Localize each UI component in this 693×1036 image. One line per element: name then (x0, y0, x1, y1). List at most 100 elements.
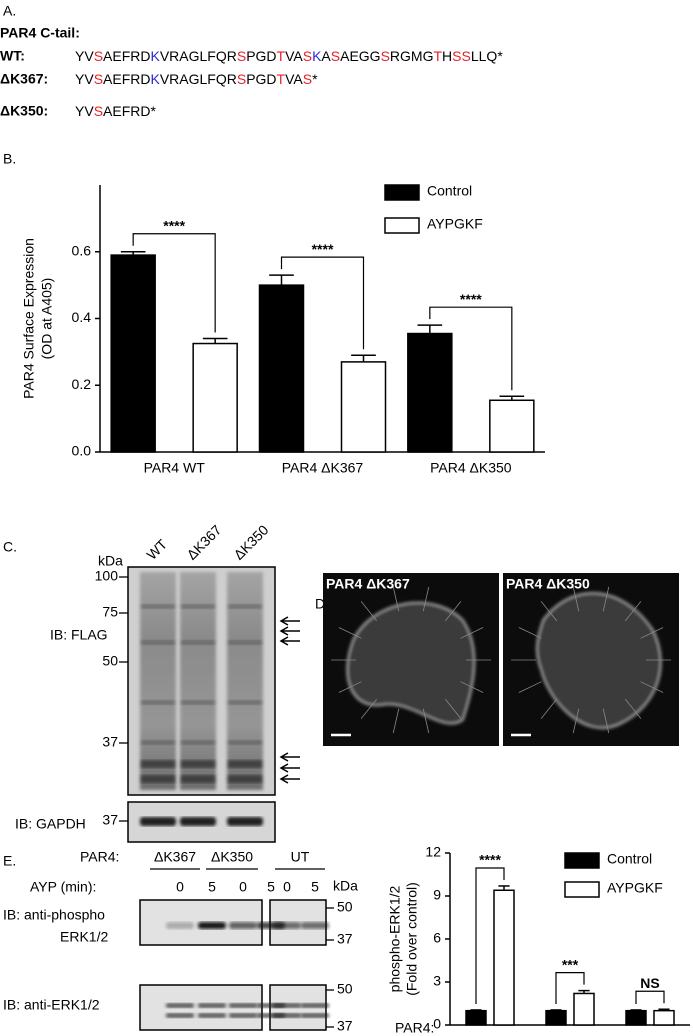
legend-swatch (564, 881, 600, 898)
significance-label: **** (479, 852, 501, 868)
filopodium (518, 681, 542, 693)
significance-bracket (429, 306, 513, 391)
residue: T (433, 48, 442, 64)
blot-band (166, 922, 194, 929)
filopodium (460, 681, 484, 693)
legend-swatch (384, 217, 420, 234)
residue: * (312, 71, 318, 87)
bar (258, 284, 305, 453)
residue: S (94, 48, 103, 64)
arrow (279, 752, 300, 762)
filopodium (338, 681, 362, 693)
x-tick-label: PAR4 ΔK350 (430, 460, 512, 476)
blot-band (301, 1003, 329, 1008)
filopodium (540, 601, 558, 622)
ib-label: IB: anti-ERK1/2 (3, 997, 100, 1013)
residue: S (94, 103, 103, 119)
blot-band (228, 775, 262, 783)
filopodium (422, 708, 430, 734)
mw-marker: 50 (337, 981, 353, 997)
blot-band (141, 775, 175, 783)
blot-band (273, 1003, 301, 1008)
blot-band (198, 1013, 226, 1018)
filopodium (602, 586, 610, 612)
bar (192, 342, 238, 453)
significance-label: **** (312, 241, 334, 257)
blot-band (181, 775, 215, 783)
y-tick-label: 0 (433, 1016, 441, 1032)
blot-band (273, 922, 301, 929)
residue: SS (452, 48, 471, 64)
blot-band (228, 640, 262, 645)
x-tick-label: ΔK367 (469, 1033, 511, 1036)
bar (625, 1009, 647, 1026)
residue: S (303, 71, 312, 87)
residue: K (312, 48, 322, 64)
residue: PGD (246, 71, 276, 87)
y-tick-label: 3 (433, 973, 441, 989)
blot-band (140, 817, 176, 826)
image-label: PAR4 ΔK367 (326, 576, 410, 592)
blot-band (181, 700, 215, 705)
significance-label: **** (163, 217, 185, 233)
residue: S (237, 48, 246, 64)
x-tick-label: PAR4 ΔK367 (282, 460, 364, 476)
residue: AEFRD (103, 71, 150, 87)
filopodium (460, 627, 484, 639)
time-label: 0 (283, 879, 291, 895)
blot-band (301, 1013, 329, 1018)
significance-label: *** (562, 956, 579, 972)
residue: VA (285, 71, 303, 87)
blot-band (166, 1013, 194, 1018)
time-label: 5 (208, 879, 216, 895)
group-label: UT (291, 849, 310, 865)
blot-band (180, 817, 216, 826)
par4-label: PAR4: (80, 849, 119, 865)
row-name: WT: (0, 48, 25, 64)
bar (489, 399, 535, 453)
panel-label: C. (3, 539, 17, 555)
filopodium (444, 698, 462, 719)
kda-label: kDa (333, 878, 358, 894)
blot-band (181, 740, 215, 745)
blot-band (181, 640, 215, 645)
blot-band (301, 922, 329, 929)
blot-band (166, 1003, 194, 1008)
residue: S (237, 71, 246, 87)
blot-band (141, 760, 175, 768)
residue: VRAGLFQR (160, 71, 237, 87)
y-tick-label: 6 (433, 930, 441, 946)
ib-label: IB: GAPDH (15, 816, 86, 832)
arrow (279, 626, 300, 636)
significance-label: **** (460, 291, 482, 307)
residue: S (381, 48, 390, 64)
residue: S (303, 48, 312, 64)
significance-label: NS (640, 975, 659, 991)
bar (340, 361, 387, 453)
residue: H (442, 48, 452, 64)
y-axis-label: (OD at A405) (39, 278, 55, 360)
filopodium (640, 681, 664, 693)
residue: S (331, 48, 340, 64)
legend-swatch (564, 852, 600, 869)
legend-swatch (384, 184, 420, 201)
residue: LLQ* (471, 48, 503, 64)
y-axis-label: (Fold over control) (404, 882, 420, 996)
ib-label: IB: FLAG (50, 627, 108, 643)
row-name: ΔK350: (0, 103, 48, 119)
y-axis-label: phospho-ERK1/2 (387, 885, 403, 992)
blot-band (229, 1013, 257, 1018)
residue: S (94, 71, 103, 87)
cell (536, 592, 662, 729)
filopodium (540, 698, 558, 719)
blot-band (228, 740, 262, 745)
sequence: YVSAEFRD* (75, 103, 156, 119)
residue: YV (75, 48, 94, 64)
mw-marker: 50 (102, 653, 118, 669)
filopodium (444, 601, 462, 622)
blot-band (141, 604, 175, 609)
x-tick-label: ΔK350 (549, 1033, 591, 1036)
significance-bracket (635, 990, 665, 1004)
bar (110, 254, 156, 453)
